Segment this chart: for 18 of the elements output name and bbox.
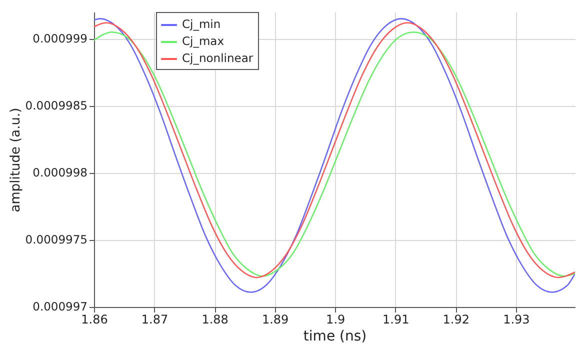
y-tick-label: 0.000997 [32, 300, 88, 314]
x-tick-label: 1.87 [141, 312, 168, 326]
y-tick-label: 0.000998 [32, 165, 88, 180]
y-axis-title: amplitude (a.u.) [8, 108, 24, 212]
legend-label: Cj_max [182, 34, 224, 48]
legend-label: Cj_min [182, 17, 221, 31]
legend-label: Cj_nonlinear [182, 51, 254, 65]
x-tick-label: 1.92 [442, 312, 470, 326]
x-tick-label: 1.86 [81, 312, 108, 326]
y-tick-label: 0.0009985 [25, 98, 88, 112]
x-tick-label: 1.91 [382, 312, 410, 326]
x-tick-label: 1.89 [262, 312, 289, 326]
y-tick-label: 0.000999 [32, 31, 88, 46]
x-tick-label: 1.88 [202, 312, 228, 326]
x-tick-label: 1.9 [326, 312, 346, 326]
x-tick-label: 1.93 [503, 312, 530, 326]
y-tick-label: 0.0009975 [25, 232, 88, 246]
x-axis-title: time (ns) [303, 328, 367, 344]
